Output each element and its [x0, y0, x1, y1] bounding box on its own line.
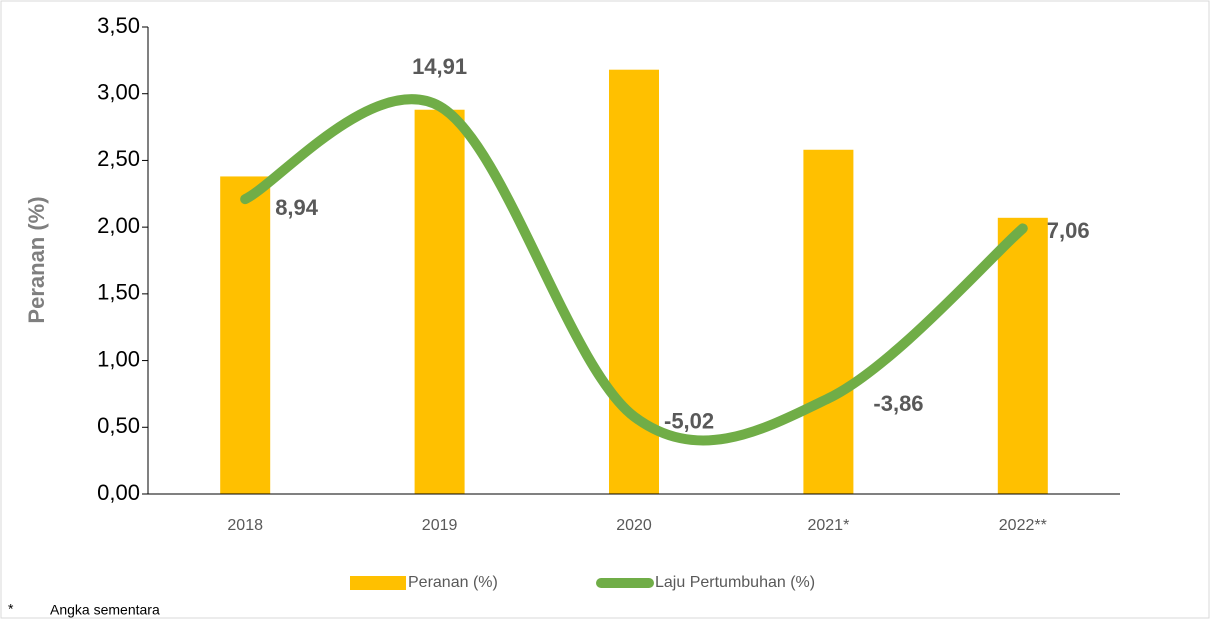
- data-label: 7,06: [1047, 218, 1090, 243]
- y-tick-label: 1,00: [97, 346, 140, 371]
- x-tick-label: 2020: [616, 517, 652, 534]
- bar: [997, 217, 1048, 494]
- y-tick-label: 3,50: [97, 13, 140, 38]
- footnote: Angka sementara: [50, 602, 160, 618]
- bar: [803, 149, 854, 495]
- footnote-marker: *: [8, 601, 14, 617]
- y-tick-label: 2,50: [97, 146, 140, 171]
- x-tick-label: 2019: [422, 517, 458, 534]
- y-tick-label: 3,00: [97, 80, 140, 105]
- y-tick-label: 0,50: [97, 413, 140, 438]
- y-tick-label: 2,00: [97, 213, 140, 238]
- data-label: -3,86: [873, 391, 923, 416]
- y-tick-label: 0,00: [97, 480, 140, 505]
- line: [240, 94, 1028, 446]
- data-label: -5,02: [664, 408, 714, 433]
- x-tick-label: 2018: [227, 517, 263, 534]
- y-tick-label: 1,50: [97, 280, 140, 305]
- x-tick-label: 2022**: [999, 517, 1047, 534]
- legend-label: Peranan (%): [408, 574, 498, 591]
- x-tick-label: 2021*: [807, 517, 849, 534]
- legend-swatch: [350, 576, 406, 590]
- legend-label: Laju Pertumbuhan (%): [655, 574, 815, 591]
- data-label: 8,94: [275, 195, 319, 220]
- bar: [220, 176, 271, 494]
- bar: [414, 109, 465, 495]
- data-label: 14,91: [412, 54, 467, 79]
- y-axis-label: Peranan (%): [24, 196, 49, 323]
